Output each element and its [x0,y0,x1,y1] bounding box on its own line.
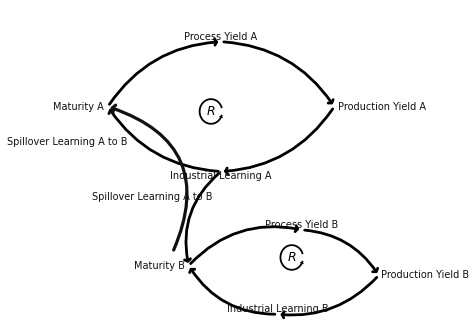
Text: R: R [207,105,215,118]
Text: Maturity B: Maturity B [134,261,185,271]
Text: Maturity A: Maturity A [53,102,104,112]
Text: Spillover Learning A to B: Spillover Learning A to B [7,137,128,147]
Text: Spillover Learning A to B: Spillover Learning A to B [91,192,212,202]
Text: Process Yield A: Process Yield A [184,32,257,42]
Text: Industrial Learning B: Industrial Learning B [227,304,328,314]
Text: Production Yield A: Production Yield A [338,102,426,112]
Text: R: R [287,251,296,264]
Text: Process Yield B: Process Yield B [265,220,338,230]
Text: Industrial Learning A: Industrial Learning A [170,172,272,182]
Text: Production Yield B: Production Yield B [381,270,469,280]
